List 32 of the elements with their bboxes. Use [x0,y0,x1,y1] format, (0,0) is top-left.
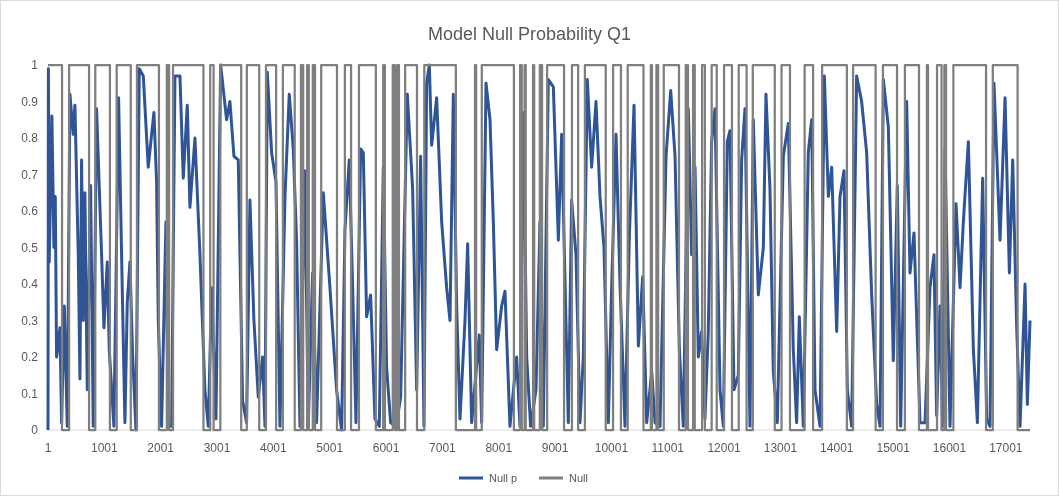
x-tick-label: 12001 [707,441,742,455]
x-tick-label: 10001 [594,441,629,455]
x-tick-label: 7001 [429,441,457,455]
legend-label: Null p [489,471,518,484]
x-tick-label: 5001 [316,441,344,455]
x-tick-label: 2001 [147,441,175,455]
x-tick-label: 11001 [651,441,685,455]
x-tick-label: 1 [44,441,52,455]
y-tick-label: 0.6 [21,204,39,219]
legend-label: Null [569,471,588,484]
x-tick-label: 15001 [876,441,911,455]
x-tick-label: 1001 [90,441,119,455]
y-tick-label: 1 [31,58,39,73]
x-tick-label: 17001 [989,441,1023,455]
x-tick-label: 16001 [932,441,967,455]
y-tick-label: 0.9 [21,94,39,109]
y-tick-label: 0.4 [21,277,39,292]
y-tick-label: 0.7 [21,167,39,182]
y-tick-label: 0 [31,423,39,438]
x-tick-label: 9001 [541,441,569,455]
chart-title: Model Null Probability Q1 [427,24,632,44]
x-tick-label: 13001 [763,441,798,455]
y-tick-label: 0.2 [21,350,39,365]
x-tick-label: 6001 [372,441,400,455]
y-tick-label: 0.1 [21,386,39,401]
x-tick-label: 14001 [820,441,854,455]
x-tick-label: 8001 [485,441,513,455]
x-tick-label: 4001 [260,441,288,455]
x-tick-label: 3001 [203,441,231,455]
y-tick-label: 0.3 [21,313,39,328]
y-tick-label: 0.8 [21,131,39,146]
y-tick-label: 0.5 [21,240,39,255]
